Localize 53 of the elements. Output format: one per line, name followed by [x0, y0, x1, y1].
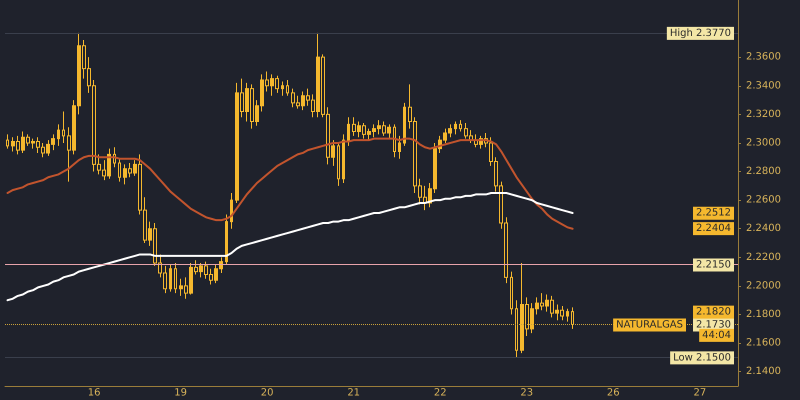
- line-series: [6, 192, 574, 302]
- candlestick: [230, 192, 233, 230]
- annotation: 2.2404: [696, 223, 732, 234]
- candlestick: [454, 121, 457, 135]
- candlestick: [398, 135, 401, 160]
- candlestick: [566, 308, 569, 322]
- x-tick-label: 16: [88, 388, 100, 398]
- x-tick-label: 21: [347, 388, 360, 398]
- candlestick: [515, 300, 518, 358]
- candlestick: [393, 124, 396, 158]
- candlestick: [62, 111, 65, 144]
- candlestick: [342, 134, 345, 184]
- ref-line-label: 2.2150: [696, 259, 732, 270]
- x-tick-label: 19: [174, 388, 187, 398]
- x-tick-label: 20: [260, 388, 274, 398]
- annotation: 2.2512: [696, 208, 732, 219]
- candlestick: [347, 116, 350, 146]
- y-tick-label: 2.1800: [746, 309, 781, 320]
- ref-line-label: High 2.3770: [670, 28, 732, 39]
- y-tick-label: 2.3000: [746, 137, 781, 148]
- y-tick-label: 2.1400: [746, 366, 781, 378]
- y-tick-label: 2.2800: [746, 166, 781, 178]
- y-tick-label: 2.1600: [746, 338, 781, 349]
- candlestick: [6, 134, 9, 150]
- x-tick-label: 23: [520, 388, 534, 398]
- candlestick: [169, 264, 172, 292]
- candlestick: [571, 306, 574, 330]
- y-tick-label: 2.2000: [746, 280, 781, 292]
- line-series: [6, 138, 574, 230]
- x-tick-label: 22: [434, 388, 447, 398]
- y-tick-label: 2.3600: [746, 52, 781, 63]
- candlestick: [57, 124, 60, 146]
- ref-line-label: Low 2.1500: [673, 352, 732, 364]
- candlestick: [118, 158, 121, 182]
- candlestick: [510, 271, 513, 316]
- annotation: NATURALGAS: [616, 320, 684, 331]
- annotation: 44:04: [702, 330, 732, 341]
- candlestick: [337, 142, 340, 186]
- candlestick: [174, 262, 177, 294]
- candlestick: [281, 80, 284, 96]
- y-tick-label: 2.2400: [746, 223, 781, 234]
- y-tick-label: 2.3200: [746, 108, 781, 120]
- ref-line-label: 2.1730: [696, 320, 732, 331]
- candlestick: [403, 102, 406, 146]
- y-tick-label: 2.2200: [746, 252, 781, 263]
- x-tick-label: 27: [693, 388, 706, 398]
- annotation: 2.1820: [696, 306, 732, 318]
- x-tick-label: 26: [606, 388, 620, 398]
- candlestick: [459, 120, 462, 132]
- candlestick: [225, 214, 228, 265]
- candlestick: [286, 80, 289, 96]
- y-tick-label: 2.2600: [746, 194, 781, 206]
- y-tick-label: 2.3400: [746, 80, 781, 92]
